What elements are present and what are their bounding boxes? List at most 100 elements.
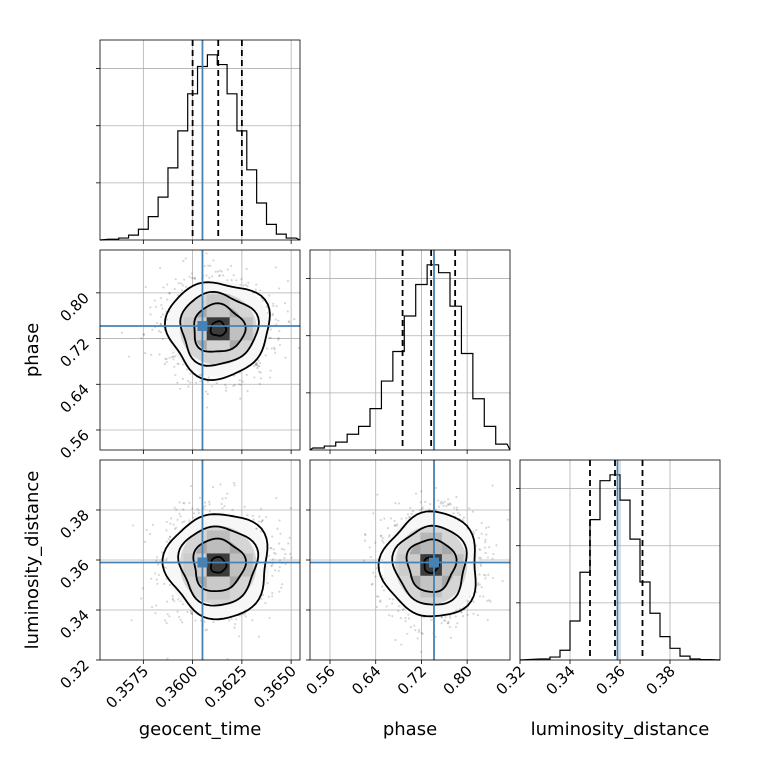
scatter-point (169, 517, 173, 520)
scatter-point (260, 520, 263, 523)
xaxis-label-geocent_time: geocent_time (139, 719, 262, 740)
scatter-point (168, 535, 172, 538)
scatter-point (194, 619, 197, 622)
scatter-point (155, 556, 159, 559)
scatter-point (456, 622, 459, 625)
scatter-point (422, 616, 426, 619)
scatter-point (257, 520, 260, 523)
scatter-point (183, 520, 186, 523)
scatter-point (221, 497, 224, 500)
scatter-point (238, 379, 241, 382)
yaxis-label-phase: phase (22, 323, 43, 377)
scatter-point (215, 382, 218, 385)
scatter-point (382, 541, 385, 544)
scatter-point (284, 552, 287, 556)
scatter-point (203, 264, 206, 268)
xtick-label-geocent_time-0: 0.3575 (102, 662, 152, 712)
density-pixel (206, 576, 230, 600)
scatter-point (363, 532, 367, 536)
scatter-point (271, 574, 274, 577)
scatter-point (445, 505, 448, 508)
scatter-point (379, 535, 383, 538)
scatter-point (278, 330, 281, 333)
scatter-point (479, 557, 482, 560)
scatter-point (271, 564, 274, 567)
scatter-point (155, 559, 158, 562)
scatter-point (302, 538, 304, 540)
ytick-label-luminosity_distance-3: 0.38 (56, 506, 92, 542)
scatter-point (150, 577, 153, 580)
scatter-point (440, 500, 443, 503)
scatter-point (409, 626, 413, 629)
scatter-point (154, 305, 158, 308)
scatter-point (217, 274, 221, 278)
scatter-point (275, 496, 278, 500)
scatter-point (164, 310, 168, 313)
scatter-point (168, 356, 171, 359)
scatter-point (225, 386, 228, 389)
scatter-point (175, 526, 178, 529)
scatter-point (257, 635, 260, 638)
scatter-point (264, 354, 267, 357)
scatter-point (173, 355, 177, 358)
scatter-point (271, 312, 274, 316)
scatter-point (443, 619, 446, 622)
contour-2-1 (405, 538, 458, 593)
xtick-label-luminosity_distance-0: 0.32 (492, 662, 528, 698)
scatter-point (414, 629, 417, 632)
scatter-point (208, 510, 212, 513)
scatter-point (429, 503, 432, 506)
scatter-point (192, 277, 195, 280)
scatter-point (283, 302, 287, 305)
scatter-point (132, 524, 135, 527)
scatter-point (212, 621, 215, 624)
scatter-point (219, 274, 222, 277)
scatter-point (277, 569, 280, 572)
scatter-point (231, 508, 234, 512)
scatter-point (381, 539, 384, 542)
scatter-point (379, 518, 382, 522)
scatter-point (288, 536, 291, 539)
scatter-point (268, 616, 271, 619)
scatter-point (203, 505, 207, 508)
scatter-point (160, 551, 164, 554)
scatter-point (417, 630, 420, 633)
scatter-point (453, 506, 456, 509)
scatter-point (378, 600, 382, 603)
scatter-point (264, 602, 267, 605)
scatter-point (258, 365, 261, 368)
scatter-point (506, 518, 509, 521)
scatter-point (462, 614, 465, 618)
ytick-label-phase-2: 0.72 (56, 335, 92, 371)
scatter-point (188, 275, 191, 278)
scatter-point (410, 512, 413, 516)
hist-grid-phase (310, 250, 510, 450)
scatter-point (459, 607, 462, 610)
scatter-point (479, 548, 482, 551)
scatter-point (258, 515, 261, 518)
scatter-point (190, 612, 193, 615)
scatter-point (420, 631, 423, 634)
scatter-point (161, 307, 164, 310)
scatter-point (398, 502, 401, 505)
scatter-point (247, 281, 250, 284)
scatter-point (143, 540, 147, 543)
scatter-point (212, 485, 215, 489)
scatter-point (483, 573, 486, 577)
scatter-point (245, 267, 248, 271)
scatter-point (443, 500, 446, 503)
scatter-point (409, 506, 412, 510)
scatter-point (254, 362, 257, 366)
scatter-point (466, 613, 469, 617)
scatter-point (482, 595, 485, 598)
scatter-point (160, 304, 163, 307)
scatter-point (461, 518, 464, 521)
hist-panel-phase (306, 249, 511, 451)
scatter-point (269, 336, 272, 339)
scatter-point (486, 619, 489, 622)
scatter-point (141, 587, 144, 590)
scatter-point (258, 370, 261, 374)
contour-0-2 (179, 290, 260, 367)
scatter-point (197, 509, 200, 512)
scatter-point (449, 636, 453, 639)
